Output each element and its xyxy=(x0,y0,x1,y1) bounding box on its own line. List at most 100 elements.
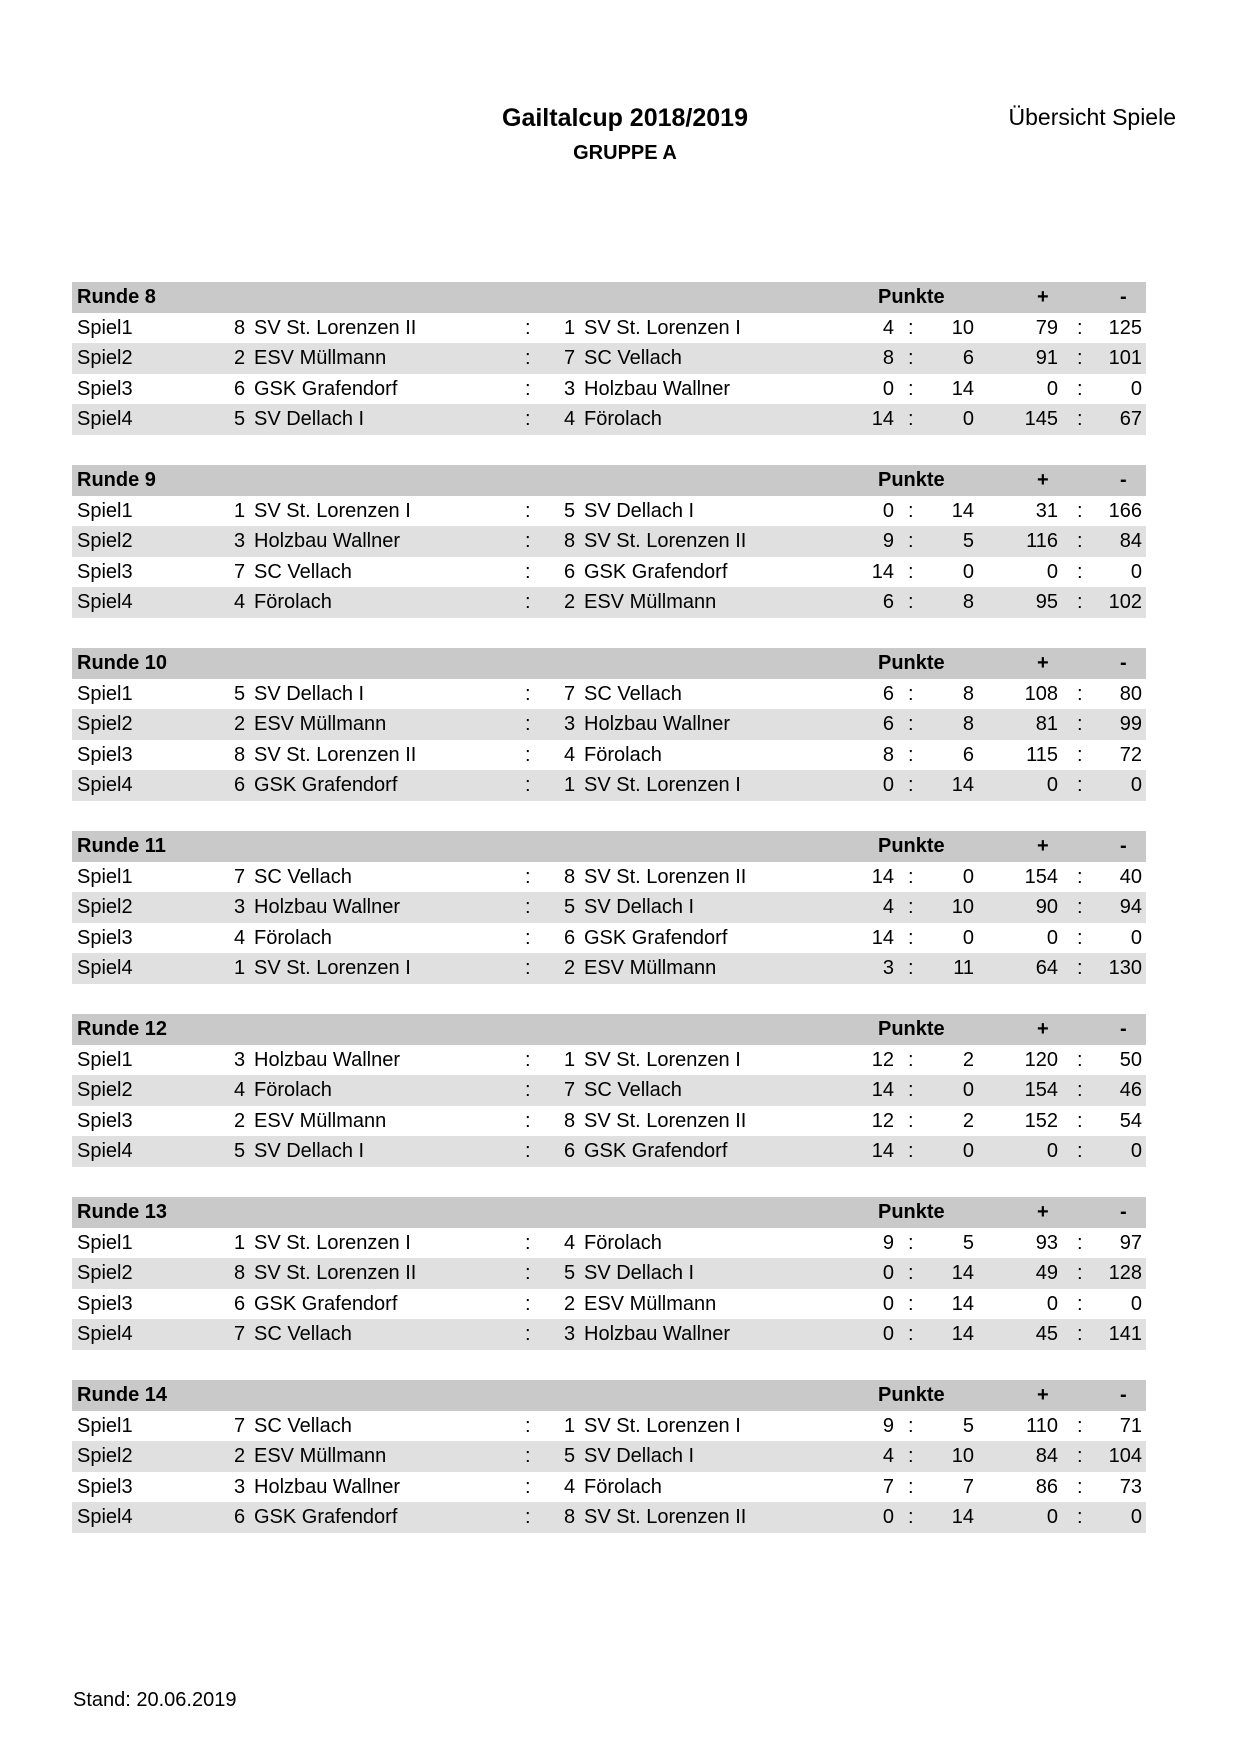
score-minus: 84 xyxy=(1119,530,1142,552)
game-row: Spiel3 8 SV St. Lorenzen II: 4 Förolach 8: 6 11… xyxy=(72,740,1146,771)
match-separator: : xyxy=(525,743,531,766)
stand-date: Stand: 20.06.2019 xyxy=(73,1689,237,1711)
home-team-name: SC Vellach xyxy=(254,560,352,583)
game-row: Spiel1 7 SC Vellach: 1 SV St. Lorenzen I 9: 5 1… xyxy=(72,1411,1146,1442)
round-header-row: Runde 14 Punkte + - xyxy=(72,1380,1146,1411)
points-header: Punkte xyxy=(878,1384,945,1406)
points-away: 14 xyxy=(951,1292,974,1315)
game-row: Spiel2 8 SV St. Lorenzen II: 5 SV Dellach I 0… xyxy=(72,1258,1146,1289)
score-minus: 0 xyxy=(1130,774,1142,796)
match-separator: : xyxy=(525,1231,531,1254)
group-subtitle: GRUPPE A xyxy=(573,142,677,164)
score-minus: 67 xyxy=(1119,408,1142,430)
away-team-number: 3 xyxy=(564,377,576,400)
game-label: Spiel4 xyxy=(77,774,133,796)
minus-header: - xyxy=(1120,1384,1127,1406)
points-home: 12 xyxy=(871,1048,894,1071)
game-label: Spiel4 xyxy=(77,1323,133,1345)
points-home: 9 xyxy=(882,530,894,552)
away-team-number: 2 xyxy=(564,591,576,613)
game-label: Spiel1 xyxy=(77,499,133,522)
game-label: Spiel2 xyxy=(77,713,133,735)
home-team-number: 3 xyxy=(234,896,246,918)
points-away: 8 xyxy=(962,713,974,735)
score-minus: 102 xyxy=(1108,591,1142,613)
home-team-name: Förolach xyxy=(254,926,332,949)
game-row: Spiel4 5 SV Dellach I: 4 Förolach 14: 0 145: 67 xyxy=(72,404,1146,435)
round-table: Runde 8 Punkte + - Spiel1 8 SV St. Lorenzen II… xyxy=(72,282,1146,435)
away-team-name: Förolach xyxy=(584,743,662,766)
score-plus: 0 xyxy=(1046,377,1058,400)
home-team-number: 2 xyxy=(234,1109,246,1132)
score-plus: 108 xyxy=(1024,682,1058,705)
home-team-name: ESV Müllmann xyxy=(254,1109,387,1132)
game-row: Spiel3 2 ESV Müllmann: 8 SV St. Lorenzen II 1… xyxy=(72,1106,1146,1137)
home-team-name: SV St. Lorenzen I xyxy=(254,499,411,522)
points-header: Punkte xyxy=(878,835,945,857)
score-minus: 73 xyxy=(1119,1475,1142,1498)
away-team-name: ESV Müllmann xyxy=(584,957,717,979)
home-team-name: SV St. Lorenzen II xyxy=(254,743,417,766)
score-separator: : xyxy=(1077,591,1083,613)
home-team-name: ESV Müllmann xyxy=(254,1445,387,1467)
points-away: 0 xyxy=(962,865,974,888)
score-plus: 0 xyxy=(1046,926,1058,949)
score-separator: : xyxy=(1077,530,1083,552)
away-team-number: 5 xyxy=(564,1262,576,1284)
score-plus: 115 xyxy=(1026,743,1058,766)
score-plus: 152 xyxy=(1024,1109,1058,1132)
away-team-number: 2 xyxy=(564,957,576,979)
points-separator: : xyxy=(908,682,914,705)
match-separator: : xyxy=(525,1048,531,1071)
away-team-name: GSK Grafendorf xyxy=(584,1140,728,1162)
game-label: Spiel2 xyxy=(77,347,133,369)
points-home: 0 xyxy=(882,1292,894,1315)
minus-header: - xyxy=(1120,652,1127,674)
game-label: Spiel4 xyxy=(77,957,133,979)
home-team-name: SV Dellach I xyxy=(254,1140,365,1162)
score-plus: 110 xyxy=(1026,1414,1058,1437)
away-team-name: SV St. Lorenzen II xyxy=(584,865,747,888)
page-title: Gailtalcup 2018/2019 xyxy=(502,104,748,132)
game-label: Spiel1 xyxy=(77,1048,133,1071)
game-label: Spiel2 xyxy=(77,1445,133,1467)
match-separator: : xyxy=(525,957,531,979)
points-separator: : xyxy=(908,560,914,583)
home-team-number: 6 xyxy=(234,774,246,796)
score-plus: 45 xyxy=(1035,1323,1058,1345)
game-label: Spiel3 xyxy=(77,377,133,400)
away-team-name: GSK Grafendorf xyxy=(584,926,728,949)
score-plus: 95 xyxy=(1035,591,1058,613)
points-home: 0 xyxy=(882,1506,894,1528)
plus-header: + xyxy=(1037,1018,1049,1040)
home-team-name: Holzbau Wallner xyxy=(254,1475,400,1498)
points-separator: : xyxy=(908,1475,914,1498)
score-plus: 91 xyxy=(1035,347,1058,369)
away-team-name: SV St. Lorenzen II xyxy=(584,1506,747,1528)
points-away: 5 xyxy=(962,1231,974,1254)
plus-header: + xyxy=(1037,652,1049,674)
home-team-number: 8 xyxy=(234,743,246,766)
points-header: Punkte xyxy=(878,1018,945,1040)
away-team-number: 2 xyxy=(564,1292,576,1315)
game-row: Spiel4 6 GSK Grafendorf: 1 SV St. Lorenzen I… xyxy=(72,770,1146,801)
minus-header: - xyxy=(1120,469,1127,491)
away-team-name: SV Dellach I xyxy=(584,499,695,522)
home-team-number: 4 xyxy=(234,1079,246,1101)
game-label: Spiel1 xyxy=(77,316,133,339)
match-separator: : xyxy=(525,347,531,369)
game-row: Spiel2 2 ESV Müllmann: 5 SV Dellach I 4: 10 84:… xyxy=(72,1441,1146,1472)
score-plus: 0 xyxy=(1046,774,1058,796)
points-away: 5 xyxy=(962,1414,974,1437)
points-home: 14 xyxy=(871,1140,894,1162)
points-separator: : xyxy=(908,774,914,796)
match-separator: : xyxy=(525,1414,531,1437)
game-row: Spiel4 1 SV St. Lorenzen I: 2 ESV Müllmann 3:… xyxy=(72,953,1146,984)
points-away: 2 xyxy=(962,1109,974,1132)
home-team-name: GSK Grafendorf xyxy=(254,774,398,796)
home-team-number: 6 xyxy=(234,377,246,400)
points-separator: : xyxy=(908,926,914,949)
match-separator: : xyxy=(525,1140,531,1162)
points-separator: : xyxy=(908,377,914,400)
points-away: 14 xyxy=(951,1506,974,1528)
